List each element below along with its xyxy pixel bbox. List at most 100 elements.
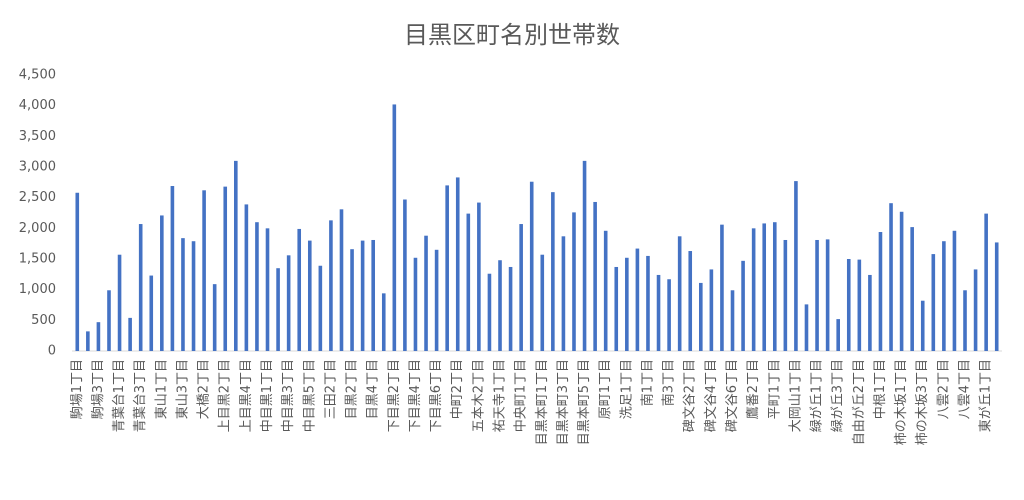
y-tick-label: 2,500 [19,190,56,205]
x-tick-label: 洗足1丁目 [619,359,634,419]
x-tick-label: 緑が丘1丁目 [810,359,825,432]
bar [783,239,788,351]
bar [170,186,175,351]
bar [868,274,872,351]
bar [762,223,767,351]
bar [920,300,925,351]
x-tick-label: 中央町1丁目 [514,359,529,432]
x-tick-label: 平町1丁目 [767,359,782,419]
bar [223,186,228,351]
bar [381,293,386,351]
x-tick-label: 碑文谷2丁目 [682,359,698,432]
y-tick-label: 0 [48,344,56,359]
bar [889,203,893,351]
chart-title: 目黒区町名別世帯数 [404,21,620,49]
bar [371,239,375,351]
x-tick-label: 柿の木坂3丁目 [914,359,930,445]
y-tick-label: 3,500 [19,129,56,144]
bar [899,211,904,351]
bar [551,192,555,351]
bar [276,268,280,351]
x-tick-label: 鷹番2丁目 [746,359,761,419]
bar [772,222,777,351]
bar [593,201,597,351]
x-tick-label: 下目黒6丁目 [429,359,444,432]
bar [107,290,111,351]
bar [614,266,619,351]
x-tick-label: 原町1丁目 [598,359,613,419]
bar [529,181,534,351]
x-tick-label: 目黒本町3丁目 [556,359,571,445]
bar [75,192,80,351]
bar [191,241,196,351]
bar [307,240,312,351]
x-tick-label: 中根1丁目 [873,359,888,419]
x-tick-label: 東山1丁目 [153,359,169,419]
bar [730,290,735,351]
bar [96,322,101,351]
bar [910,227,914,351]
bar [86,331,90,351]
bar [138,224,143,351]
bar [255,222,259,351]
bar [540,254,545,351]
x-tick-label: 八雲4丁目 [958,359,973,419]
y-tick-label: 3,000 [19,160,56,175]
bar [741,260,745,351]
x-tick-label: 緑が丘3丁目 [831,359,846,432]
bar [487,273,492,351]
bar [477,202,481,351]
x-tick-label: 東山3丁目 [174,359,190,419]
bar [202,190,206,351]
bar [350,249,354,351]
x-tick-label: 目黒本町1丁目 [535,359,550,445]
bar [572,212,576,351]
x-tick-label: 中目黒1丁目 [260,359,275,432]
y-tick-label: 2,000 [19,221,56,236]
x-tick-label: 柿の木坂1丁目 [893,359,909,445]
bar [952,230,957,351]
bar [212,284,217,351]
bar [720,224,724,351]
bar [234,160,238,351]
bar [625,257,629,351]
bar [846,259,851,351]
bar [392,104,397,351]
bar [318,265,323,351]
x-tick-label: 祐天寺1丁目 [493,359,508,432]
bar [498,260,502,351]
bar [455,177,460,351]
bar [149,275,154,351]
x-tick-label: 中町2丁目 [450,359,465,419]
y-tick-label: 1,000 [19,282,56,297]
x-tick-label: 東が丘1丁目 [978,359,994,432]
bar [677,236,682,351]
x-tick-label: 中目黒5丁目 [302,359,317,432]
x-tick-label: 青葉台3丁目 [133,359,148,432]
bar [160,215,164,351]
bar [339,209,344,351]
bar [699,282,703,351]
bar [519,224,523,351]
bar [667,279,671,351]
x-tick-label: 上目黒2丁目 [218,359,233,432]
x-tick-label: 下目黒4丁目 [408,359,423,432]
x-tick-label: 駒場1丁目 [70,359,85,419]
bar [709,269,714,351]
x-tick-label: 上目黒4丁目 [239,359,254,432]
bar [804,304,809,351]
bar [635,248,640,351]
x-tick-label: 大岡山1丁目 [788,359,803,432]
bar [794,181,798,351]
bar [582,160,587,351]
y-tick-label: 500 [31,313,56,328]
bar [815,239,819,351]
y-tick-label: 1,500 [19,252,56,267]
bar [434,249,439,351]
bar [973,269,978,351]
x-tick-label: 目黒本町5丁目 [577,359,592,445]
x-tick-label: 三田2丁目 [323,359,338,419]
x-tick-label: 自由が丘2丁目 [852,359,867,445]
x-tick-label: 碑文谷4丁目 [703,359,719,432]
